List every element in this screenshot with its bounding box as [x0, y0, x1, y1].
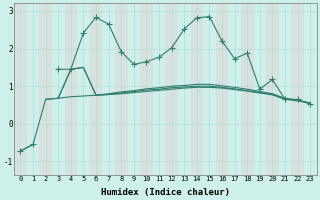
Bar — [14, 3, 27, 175]
Bar — [216, 3, 228, 175]
Bar — [140, 3, 153, 175]
Bar — [291, 3, 304, 175]
X-axis label: Humidex (Indice chaleur): Humidex (Indice chaleur) — [101, 188, 230, 197]
Bar — [39, 3, 52, 175]
Bar — [241, 3, 253, 175]
Bar — [190, 3, 203, 175]
Bar — [165, 3, 178, 175]
Bar — [266, 3, 279, 175]
Bar — [65, 3, 77, 175]
Bar — [90, 3, 102, 175]
Bar — [115, 3, 127, 175]
